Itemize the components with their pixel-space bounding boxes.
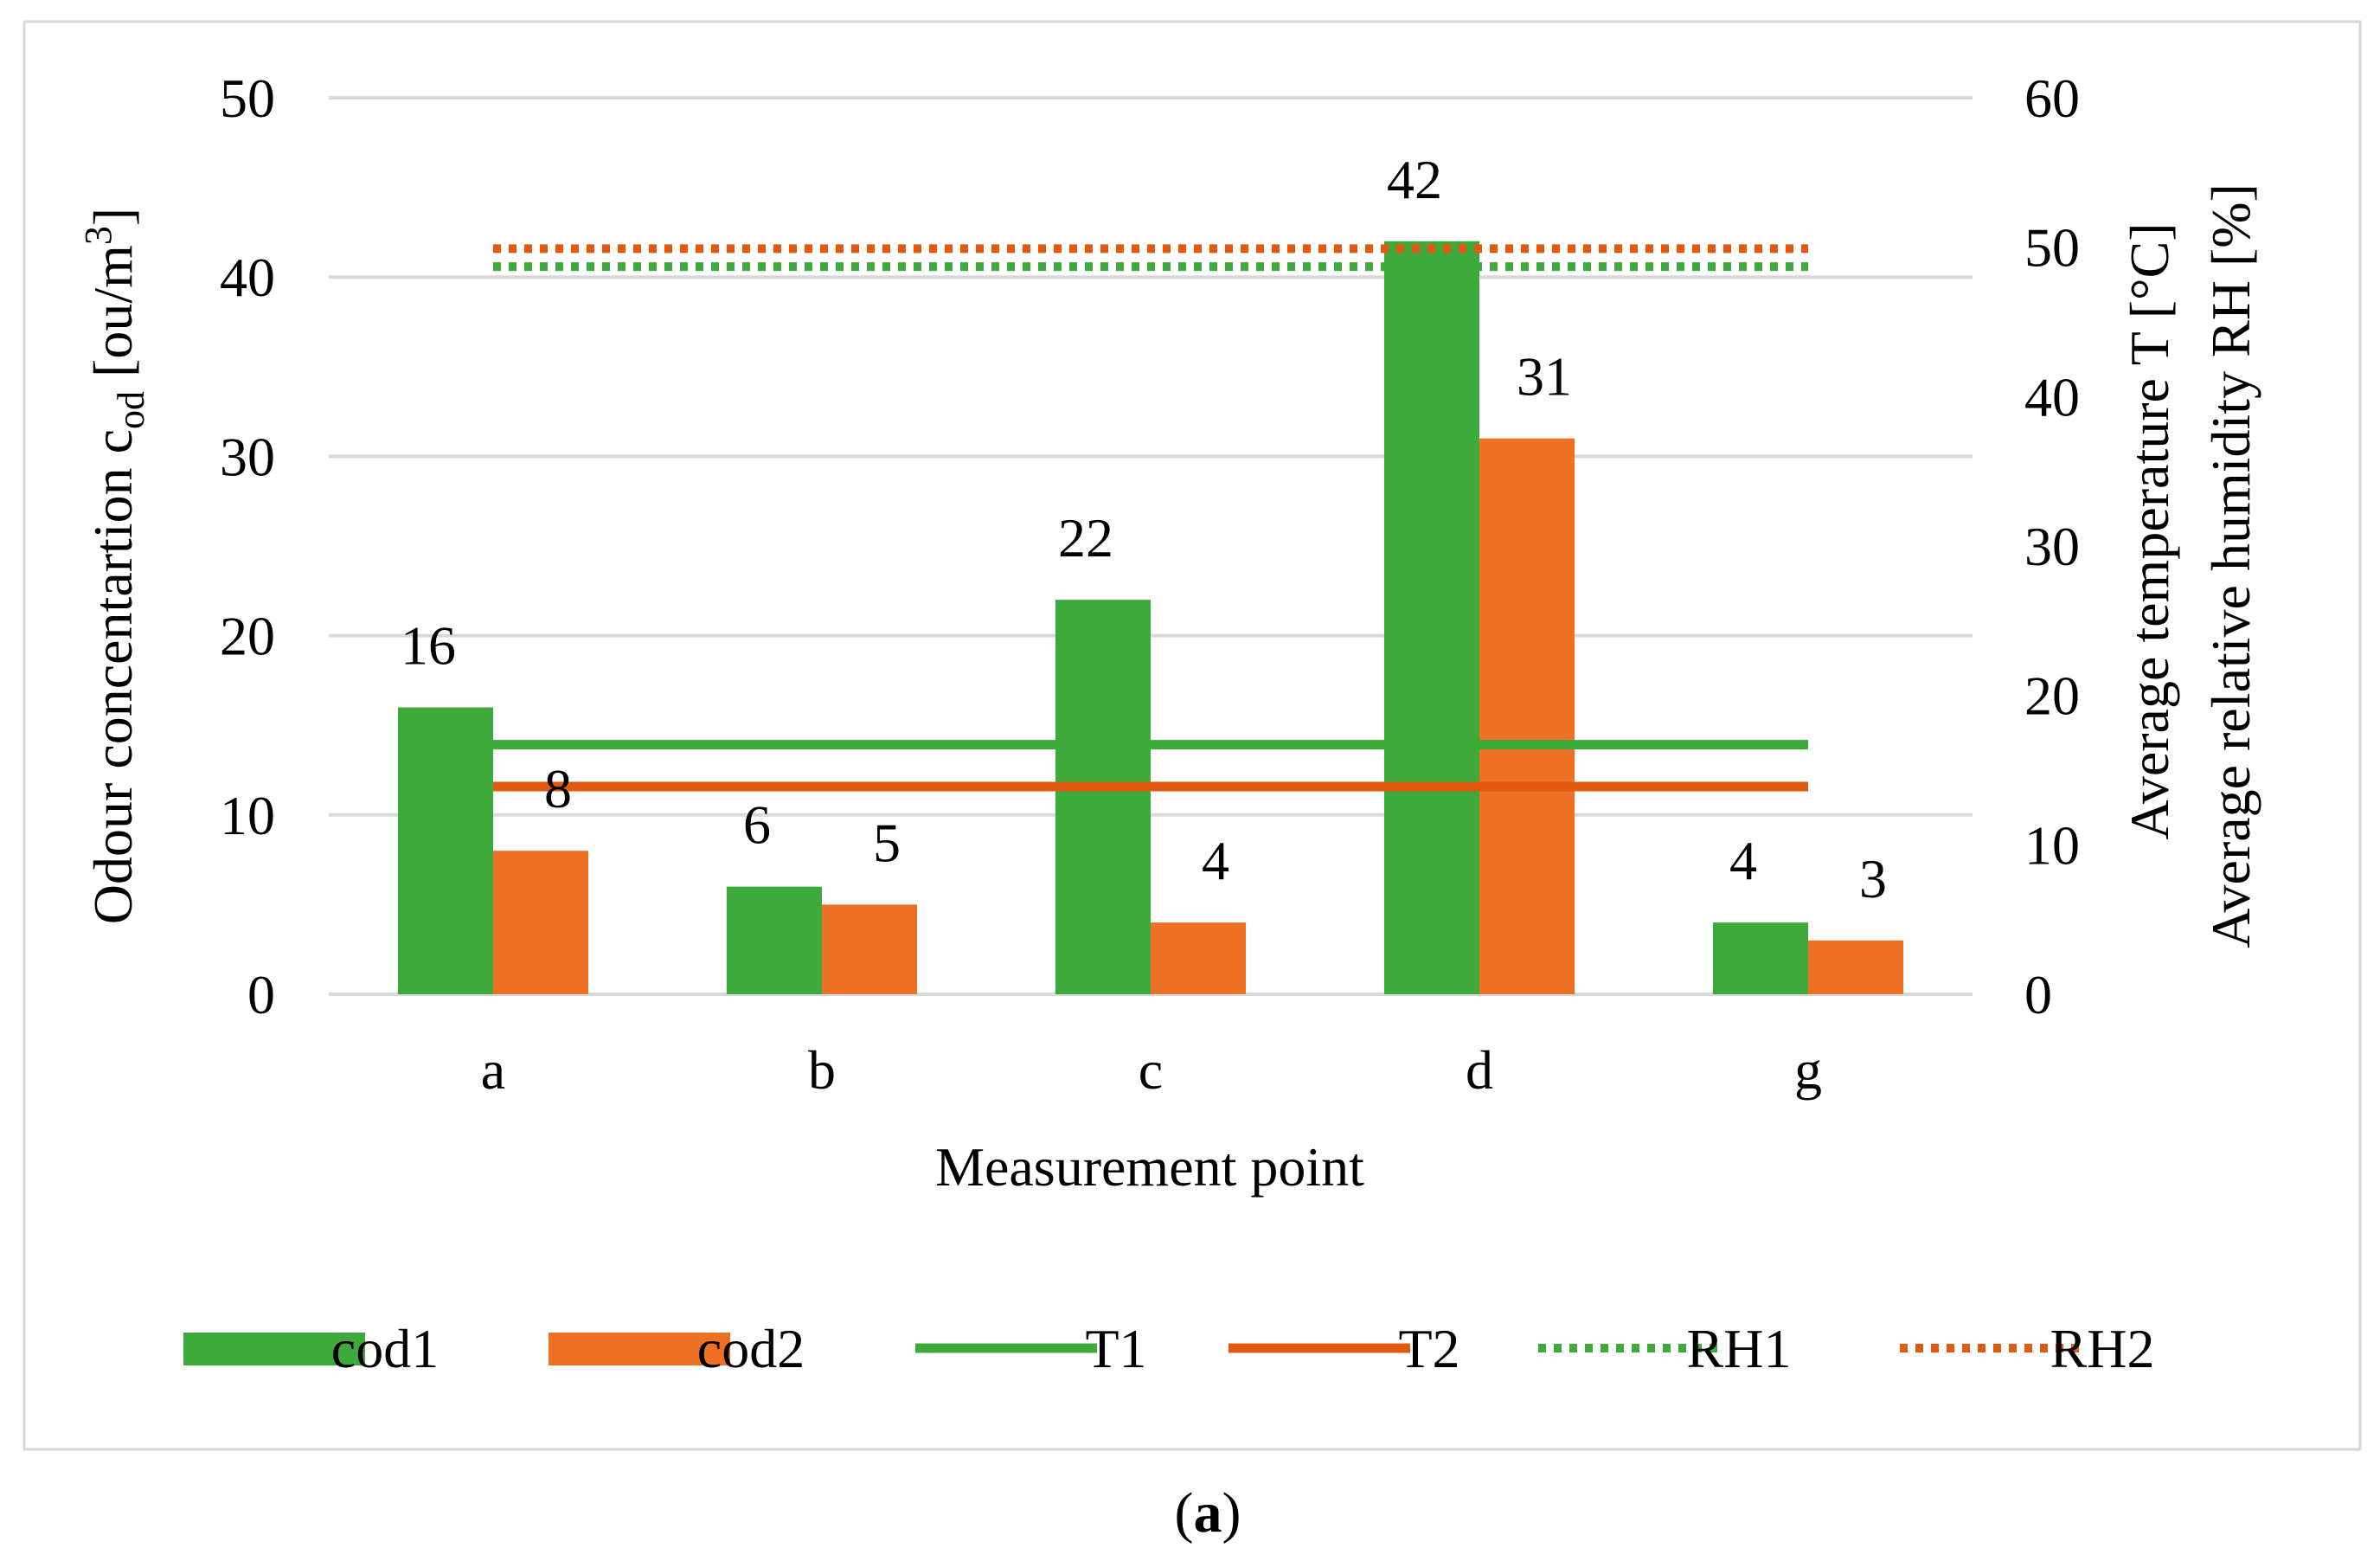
y-tick-label-0: 0 <box>247 964 275 1025</box>
bar-cod2-c <box>1151 922 1246 994</box>
y-tick-label-30: 30 <box>220 426 275 487</box>
y2-tick-label-30: 30 <box>2024 516 2080 577</box>
data-label-cod1-b: 6 <box>743 794 771 856</box>
bar-cod2-b <box>822 904 917 994</box>
chart-frame <box>22 20 2362 1451</box>
y2-tick-label-0: 0 <box>2024 964 2052 1025</box>
y2-axis-title-temperature: Average temperature T [°C] <box>2119 222 2180 839</box>
x-tick-label-g: g <box>1794 1039 1822 1101</box>
y-tick-label-50: 50 <box>220 67 275 129</box>
bar-cod1-g <box>1713 922 1808 994</box>
legend-label-T2: T2 <box>1398 1318 1459 1379</box>
y2-axis-title-humidity: Average relative humidity RH [%] <box>2200 183 2261 948</box>
bar-cod1-d <box>1384 241 1479 994</box>
y-axis-title: Odour concentartion cod [ou/m3] <box>77 208 152 924</box>
y-tick-label-10: 10 <box>220 785 275 846</box>
legend-label-cod1: cod1 <box>331 1318 439 1379</box>
data-label-cod1-d: 42 <box>1387 149 1442 210</box>
y2-tick-label-20: 20 <box>2024 665 2080 727</box>
y2-tick-label-50: 50 <box>2024 217 2080 279</box>
x-tick-label-c: c <box>1139 1039 1163 1101</box>
figure-caption: (a) <box>1175 1481 1241 1545</box>
x-axis-title: Measurement point <box>935 1136 1364 1198</box>
bar-cod1-c <box>1055 600 1151 994</box>
legend-swatch-cod2 <box>548 1333 730 1365</box>
x-tick-label-d: d <box>1466 1039 1493 1101</box>
legend-label-cod2: cod2 <box>697 1318 805 1379</box>
bars <box>398 241 1903 994</box>
legend-label-RH1: RH1 <box>1687 1318 1792 1379</box>
legend-swatch-cod1 <box>183 1333 365 1365</box>
data-label-cod2-c: 4 <box>1202 830 1229 891</box>
data-label-cod2-g: 3 <box>1859 848 1887 909</box>
y2-tick-label-10: 10 <box>2024 814 2080 876</box>
y2-tick-label-40: 40 <box>2024 366 2080 427</box>
legend-label-T1: T1 <box>1085 1318 1146 1379</box>
y-tick-label-40: 40 <box>220 247 275 308</box>
data-label-cod1-g: 4 <box>1729 830 1757 891</box>
bar-cod2-a <box>493 851 588 994</box>
bar-cod2-d <box>1479 438 1575 994</box>
y-tick-label-20: 20 <box>220 606 275 667</box>
x-tick-label-a: a <box>481 1039 505 1101</box>
series-lines <box>493 244 1808 792</box>
legend-label-RH2: RH2 <box>2050 1318 2155 1379</box>
data-label-cod2-d: 31 <box>1517 346 1572 408</box>
data-labels: 16 6 22 42 4 8 5 4 31 3 <box>401 149 1887 909</box>
bar-cod1-b <box>727 886 822 994</box>
data-label-cod1-a: 16 <box>401 614 456 676</box>
bar-cod1-a <box>398 707 493 994</box>
bar-cod2-g <box>1808 940 1903 994</box>
data-label-cod2-b: 5 <box>873 812 901 873</box>
tick-labels: 0 10 20 30 40 50 0 10 20 30 40 50 60 a b c d g <box>220 67 2080 1101</box>
data-label-cod1-c: 22 <box>1058 507 1113 569</box>
y2-tick-label-60: 60 <box>2024 67 2080 129</box>
legend: cod1 cod2 T1 T2 RH1 RH2 <box>183 1318 2154 1379</box>
data-label-cod2-a: 8 <box>544 758 572 819</box>
x-tick-label-b: b <box>808 1039 836 1101</box>
